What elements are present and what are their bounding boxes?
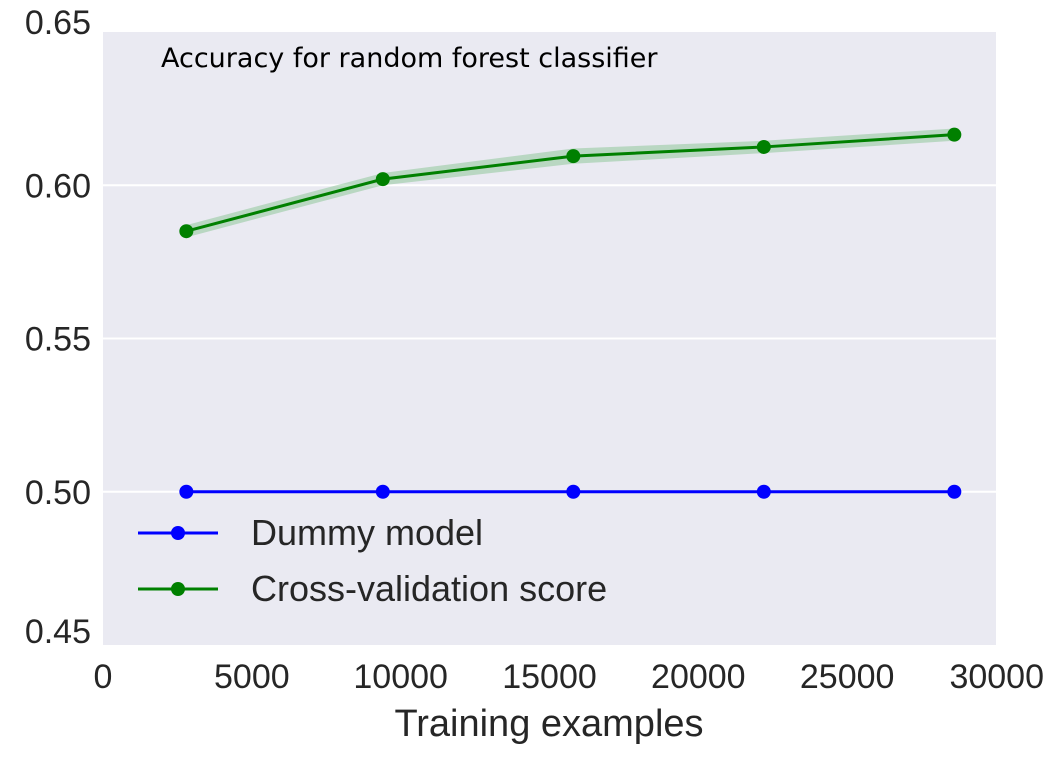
legend-marker [171,582,185,596]
legend-label: Cross-validation score [251,568,607,609]
data-point [375,172,390,187]
y-tick-label: 0.45 [25,613,91,651]
series-points [179,127,962,499]
x-tick-labels: 0 5000 10000 15000 20000 25000 30000 [94,658,1044,696]
y-tick-label: 0.60 [25,167,91,205]
data-point [947,127,962,142]
y-tick-label: 0.65 [25,4,91,42]
y-tick-label: 0.50 [25,474,91,512]
x-tick-label: 25000 [800,658,895,696]
x-tick-label: 10000 [353,658,448,696]
y-tick-labels: 0.45 0.50 0.55 0.60 0.65 [25,4,91,651]
legend-marker [171,526,185,540]
data-point [566,484,581,499]
x-tick-label: 30000 [949,658,1044,696]
data-point [947,484,962,499]
chart-title: Accuracy for random forest classifier [161,43,658,74]
data-point [756,139,771,154]
legend-label: Dummy model [251,512,483,553]
data-point [179,224,194,239]
x-tick-label: 0 [94,658,113,696]
data-point [375,484,390,499]
data-point [756,484,771,499]
x-tick-label: 5000 [214,658,290,696]
x-axis-title: Training examples [394,703,703,745]
x-tick-label: 15000 [502,658,597,696]
y-tick-label: 0.55 [25,321,91,359]
data-point [566,149,581,164]
data-point [179,484,194,499]
x-tick-label: 20000 [651,658,746,696]
legend: Dummy model Cross-validation score [138,512,607,609]
